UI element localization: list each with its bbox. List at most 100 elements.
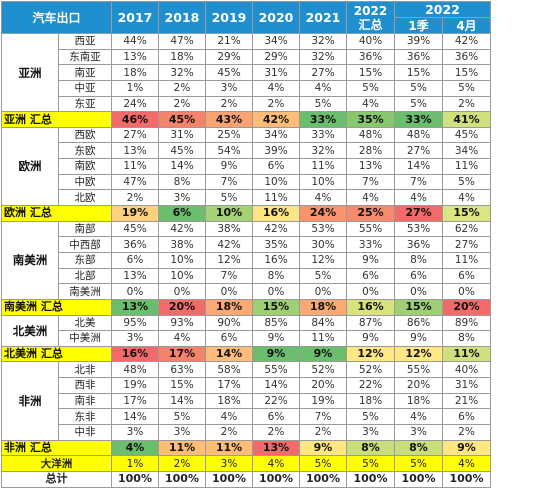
table-row: 南美洲 南部 45% 42% 38% 42% 53% 55% 53% 62% (1, 220, 491, 300)
total-label: 总计 (1, 470, 112, 488)
summary-value-cell: 17% (158, 345, 206, 363)
value-cell: 15% (442, 64, 491, 81)
summary-value-cell: 15% (394, 298, 443, 316)
value-cell: 22% (252, 392, 300, 410)
value-cell: 11% (299, 158, 347, 175)
summary-value-cell: 45% (158, 111, 206, 128)
value-cell: 13% (111, 267, 159, 285)
summary-value-cell: 14% (205, 345, 253, 363)
summary-value-cell: 8% (346, 439, 395, 457)
value-cell: 1% (111, 79, 159, 97)
col-header-2020: 2020 (252, 1, 300, 34)
total-value-cell: 100% (205, 470, 253, 488)
value-cell: 5% (299, 267, 347, 285)
summary-value-cell: 13% (252, 439, 300, 457)
value-cell: 9% (346, 251, 395, 269)
value-cell: 53% (394, 220, 443, 238)
value-cell: 5% (299, 95, 347, 113)
value-cell: 45% (205, 64, 253, 81)
value-cell: 3% (394, 424, 443, 441)
value-cell: 10% (158, 251, 206, 269)
table-row: 南欧 11% 14% 9% 6% 11% 13% 14% 11% (2, 158, 491, 175)
table-row: 东南亚 13% 18% 29% 29% 32% 36% 36% 36% (2, 48, 491, 66)
oceania-value-cell: 4% (252, 455, 300, 472)
value-cell: 10% (299, 173, 347, 191)
summary-label: 亚洲 汇总 (1, 111, 112, 128)
value-cell: 2% (252, 424, 300, 441)
value-cell: 5% (394, 95, 443, 113)
value-cell: 27% (442, 236, 491, 253)
value-cell: 18% (205, 392, 253, 410)
value-cell: 4% (394, 189, 443, 207)
value-cell: 10% (252, 173, 300, 191)
value-cell: 0% (346, 283, 395, 300)
value-cell: 8% (394, 251, 443, 269)
table-row: 东非 14% 5% 4% 6% 7% 5% 4% 6% (2, 408, 491, 426)
col-header-2021: 2021 (299, 1, 347, 34)
value-cell: 55% (346, 220, 395, 238)
value-cell: 14% (158, 158, 206, 175)
subregion-label: 西非 (58, 377, 112, 394)
summary-value-cell: 16% (346, 298, 395, 316)
summary-label: 非洲 汇总 (1, 439, 112, 457)
subregion-label: 西亚 (58, 33, 112, 50)
value-cell: 0% (252, 283, 300, 300)
value-cell: 62% (442, 220, 491, 238)
subregion-label: 东部 (58, 251, 112, 269)
oceania-row: 大洋洲 1% 2% 3% 4% 5% 5% 5% 4% (1, 455, 491, 472)
table-row: 南亚 18% 32% 45% 31% 27% 15% 15% 15% (2, 64, 491, 81)
value-cell: 13% (346, 158, 395, 175)
value-cell: 17% (111, 392, 159, 410)
value-cell: 6% (252, 408, 300, 426)
value-cell: 2% (442, 424, 491, 441)
oceania-value-cell: 5% (299, 455, 347, 472)
value-cell: 4% (442, 189, 491, 207)
value-cell: 52% (346, 361, 395, 379)
oceania-value-cell: 5% (394, 455, 443, 472)
value-cell: 11% (299, 330, 347, 347)
subregion-label: 中亚 (58, 79, 112, 97)
value-cell: 3% (158, 189, 206, 207)
summary-label: 北美洲 汇总 (1, 345, 112, 363)
value-cell: 6% (442, 267, 491, 285)
value-cell: 12% (205, 251, 253, 269)
summary-label: 南美洲 汇总 (1, 298, 112, 316)
value-cell: 8% (252, 267, 300, 285)
value-cell: 35% (252, 236, 300, 253)
value-cell: 42% (205, 236, 253, 253)
value-cell: 12% (299, 251, 347, 269)
summary-value-cell: 43% (205, 111, 253, 128)
subregion-label: 东非 (58, 408, 112, 426)
summary-value-cell: 33% (299, 111, 347, 128)
value-cell: 21% (205, 33, 253, 50)
value-cell: 14% (394, 158, 443, 175)
value-cell: 8% (442, 330, 491, 347)
value-cell: 95% (111, 314, 159, 332)
value-cell: 38% (205, 220, 253, 238)
summary-value-cell: 27% (394, 205, 443, 222)
summary-value-cell: 20% (442, 298, 491, 316)
summary-value-cell: 16% (111, 345, 159, 363)
region-label: 非洲 (1, 361, 59, 441)
col-header-april: 4月 (442, 17, 491, 34)
summary-value-cell: 13% (111, 298, 159, 316)
summary-value-cell: 20% (158, 298, 206, 316)
value-cell: 3% (111, 424, 159, 441)
value-cell: 18% (394, 392, 443, 410)
value-cell: 8% (158, 173, 206, 191)
value-cell: 4% (299, 79, 347, 97)
value-cell: 14% (252, 377, 300, 394)
subregion-label: 南美洲 (58, 283, 112, 300)
value-cell: 2% (205, 424, 253, 441)
value-cell: 19% (111, 377, 159, 394)
value-cell: 16% (252, 251, 300, 269)
value-cell: 9% (205, 158, 253, 175)
summary-value-cell: 46% (111, 111, 159, 128)
col-header-2017: 2017 (111, 1, 159, 34)
value-cell: 20% (394, 377, 443, 394)
table-row: 北美洲 北美 95% 93% 90% 85% 84% 87% 86% 89% (1, 314, 491, 347)
value-cell: 36% (394, 48, 443, 66)
value-cell: 24% (111, 95, 159, 113)
subregion-label: 北欧 (58, 189, 112, 207)
